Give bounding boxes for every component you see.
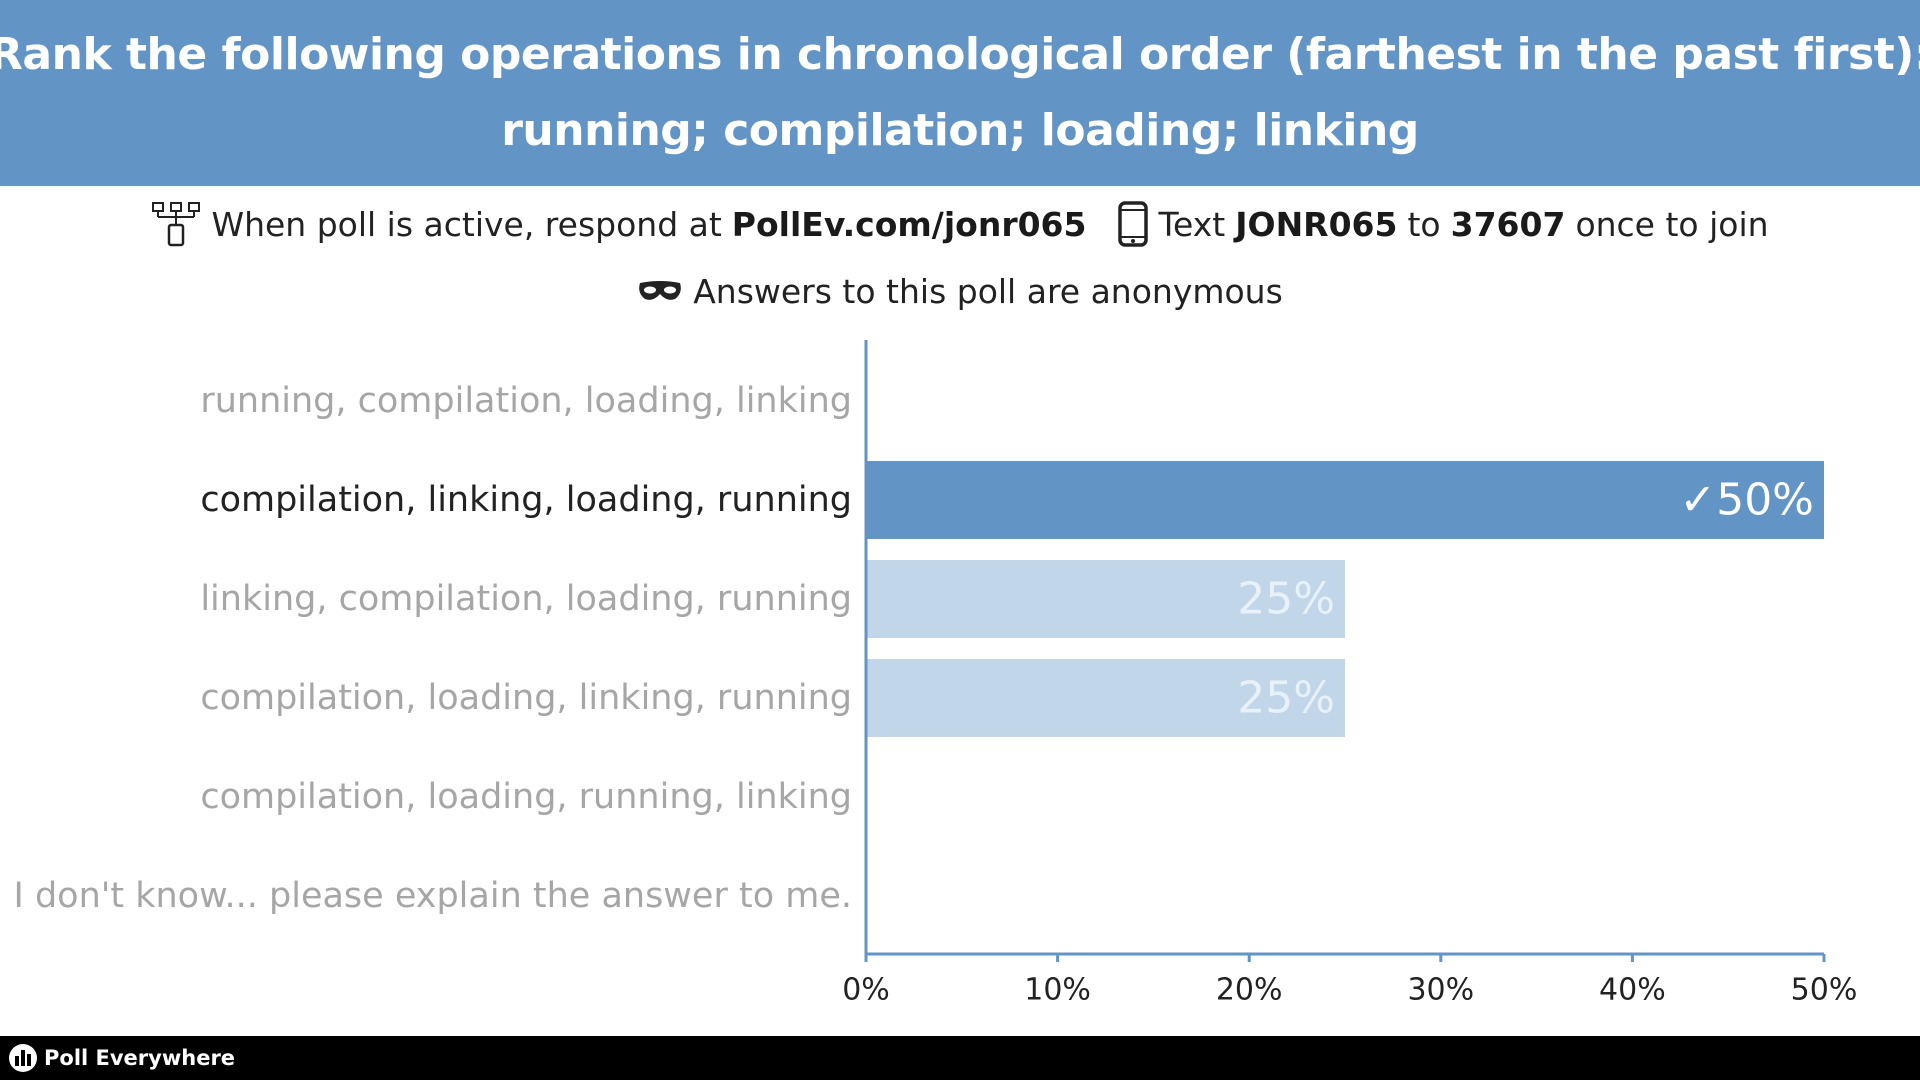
x-tick-label-3: 30% bbox=[1407, 973, 1474, 1008]
x-tick-label-0: 0% bbox=[842, 973, 890, 1008]
anonymous-notice: Answers to this poll are anonymous bbox=[0, 266, 1920, 316]
category-label-1: compilation, linking, loading, running bbox=[200, 480, 852, 520]
question-header: Rank the following operations in chronol… bbox=[0, 0, 1920, 186]
web-response-prefix: When poll is active, respond at bbox=[211, 204, 722, 244]
phone-icon bbox=[1118, 201, 1149, 247]
category-label-5: I don't know... please explain the answe… bbox=[14, 876, 853, 916]
results-bar-chart: running, compilation, loading, linking ✓5… bbox=[14, 340, 1858, 1008]
text-prefix: Text bbox=[1158, 204, 1226, 244]
x-tick-label-2: 20% bbox=[1216, 973, 1283, 1008]
bar-value-label-2: 25% bbox=[1237, 574, 1335, 625]
response-instructions: When poll is active, respond at PollEv.c… bbox=[0, 196, 1920, 252]
question-title-line-2: running; compilation; loading; linking bbox=[501, 105, 1419, 156]
category-label-2: linking, compilation, loading, running bbox=[200, 579, 852, 619]
category-label-3: compilation, loading, linking, running bbox=[200, 678, 852, 718]
text-code: JONR065 bbox=[1235, 204, 1398, 244]
mask-icon bbox=[637, 279, 683, 303]
anonymous-text: Answers to this poll are anonymous bbox=[693, 271, 1283, 311]
bar-1 bbox=[866, 461, 1824, 539]
category-label-0: running, compilation, loading, linking bbox=[200, 381, 852, 421]
question-title-line-1: Rank the following operations in chronol… bbox=[0, 29, 1920, 80]
bar-value-label-3: 25% bbox=[1237, 673, 1335, 724]
x-tick-label-4: 40% bbox=[1599, 973, 1666, 1008]
poll-everywhere-logo-icon bbox=[8, 1043, 38, 1073]
footer-bar: Poll Everywhere bbox=[0, 1036, 1920, 1080]
bar-2 bbox=[866, 560, 1345, 638]
bar-value-label-1: ✓50% bbox=[1679, 475, 1814, 526]
text-suffix: once to join bbox=[1575, 204, 1769, 244]
footer-brand-name: Poll Everywhere bbox=[44, 1046, 236, 1070]
bar-3 bbox=[866, 659, 1345, 737]
poll-url[interactable]: PollEv.com/jonr065 bbox=[731, 204, 1087, 244]
text-to: to bbox=[1407, 204, 1441, 244]
x-tick-label-1: 10% bbox=[1024, 973, 1091, 1008]
text-number: 37607 bbox=[1450, 204, 1566, 244]
category-label-4: compilation, loading, running, linking bbox=[200, 777, 852, 817]
x-tick-label-5: 50% bbox=[1791, 973, 1858, 1008]
poll-web-icon bbox=[151, 201, 201, 247]
